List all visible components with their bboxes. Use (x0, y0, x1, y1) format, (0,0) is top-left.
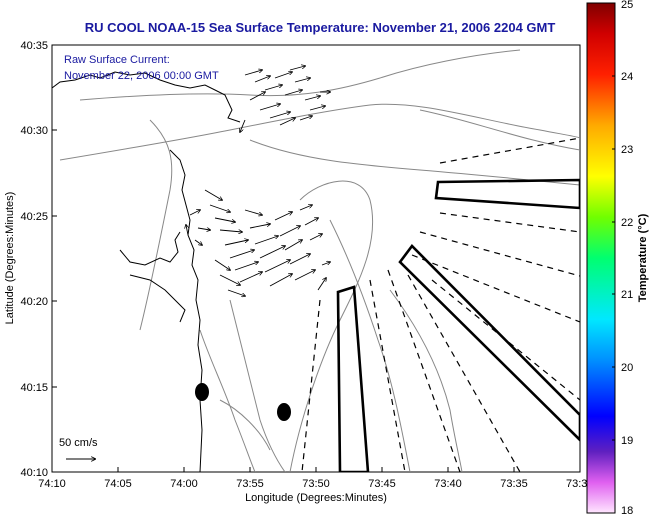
x-tick-label: 73:3 (566, 478, 587, 490)
colorbar-tick-label: 23 (621, 144, 633, 156)
x-tick-label: 73:50 (302, 478, 330, 490)
current-note-line1: Raw Surface Current: (64, 54, 170, 66)
x-tick-label: 73:40 (434, 478, 462, 490)
map-content (52, 49, 580, 472)
radar-radials (301, 137, 580, 472)
x-tick-label: 73:45 (368, 478, 396, 490)
colorbar-label: Temperature (°C) (637, 213, 649, 302)
colorbar-tick-label: 20 (621, 362, 633, 374)
figure-title: RU COOL NOAA-15 Sea Surface Temperature:… (85, 20, 556, 35)
colorbar: 25 24 23 22 21 20 19 18 Temperature (°C) (586, 0, 649, 517)
y-axis: 40:35 40:30 40:25 40:20 40:15 40:10 Lati… (4, 40, 57, 479)
x-tick-label: 74:05 (104, 478, 132, 490)
current-note-line2: November 22, 2006 00:00 GMT (64, 70, 219, 82)
colorbar-tick-label: 24 (621, 71, 633, 83)
colorbar-ramp (586, 2, 616, 514)
colorbar-tick-label: 21 (621, 289, 633, 301)
colorbar-tick-label: 18 (621, 505, 633, 517)
x-tick-label: 74:10 (38, 478, 66, 490)
y-tick-label: 40:25 (20, 211, 48, 223)
site-marker (195, 383, 209, 401)
x-tick-label: 73:35 (500, 478, 528, 490)
y-tick-label: 40:30 (20, 125, 48, 137)
radar-beams (336, 178, 580, 472)
x-tick-label: 73:55 (236, 478, 264, 490)
y-tick-label: 40:35 (20, 40, 48, 52)
x-axis: 74:10 74:05 74:00 73:55 73:50 73:45 73:4… (38, 467, 587, 504)
y-tick-label: 40:10 (20, 467, 48, 479)
surface-current-vectors (186, 66, 330, 296)
site-marker (277, 403, 291, 421)
bathymetry-contours (59, 49, 580, 472)
y-tick-label: 40:15 (20, 382, 48, 394)
y-tick-label: 40:20 (20, 296, 48, 308)
coastline (52, 71, 241, 472)
x-tick-label: 74:00 (170, 478, 198, 490)
colorbar-tick-label: 25 (621, 0, 633, 11)
plot-frame (51, 44, 581, 473)
colorbar-tick-label: 22 (621, 217, 633, 229)
x-axis-label: Longitude (Degrees:Minutes) (245, 492, 387, 504)
colorbar-tick-label: 19 (621, 435, 633, 447)
y-axis-label: Latitude (Degrees:Minutes) (4, 192, 16, 325)
scale-label: 50 cm/s (59, 437, 98, 449)
